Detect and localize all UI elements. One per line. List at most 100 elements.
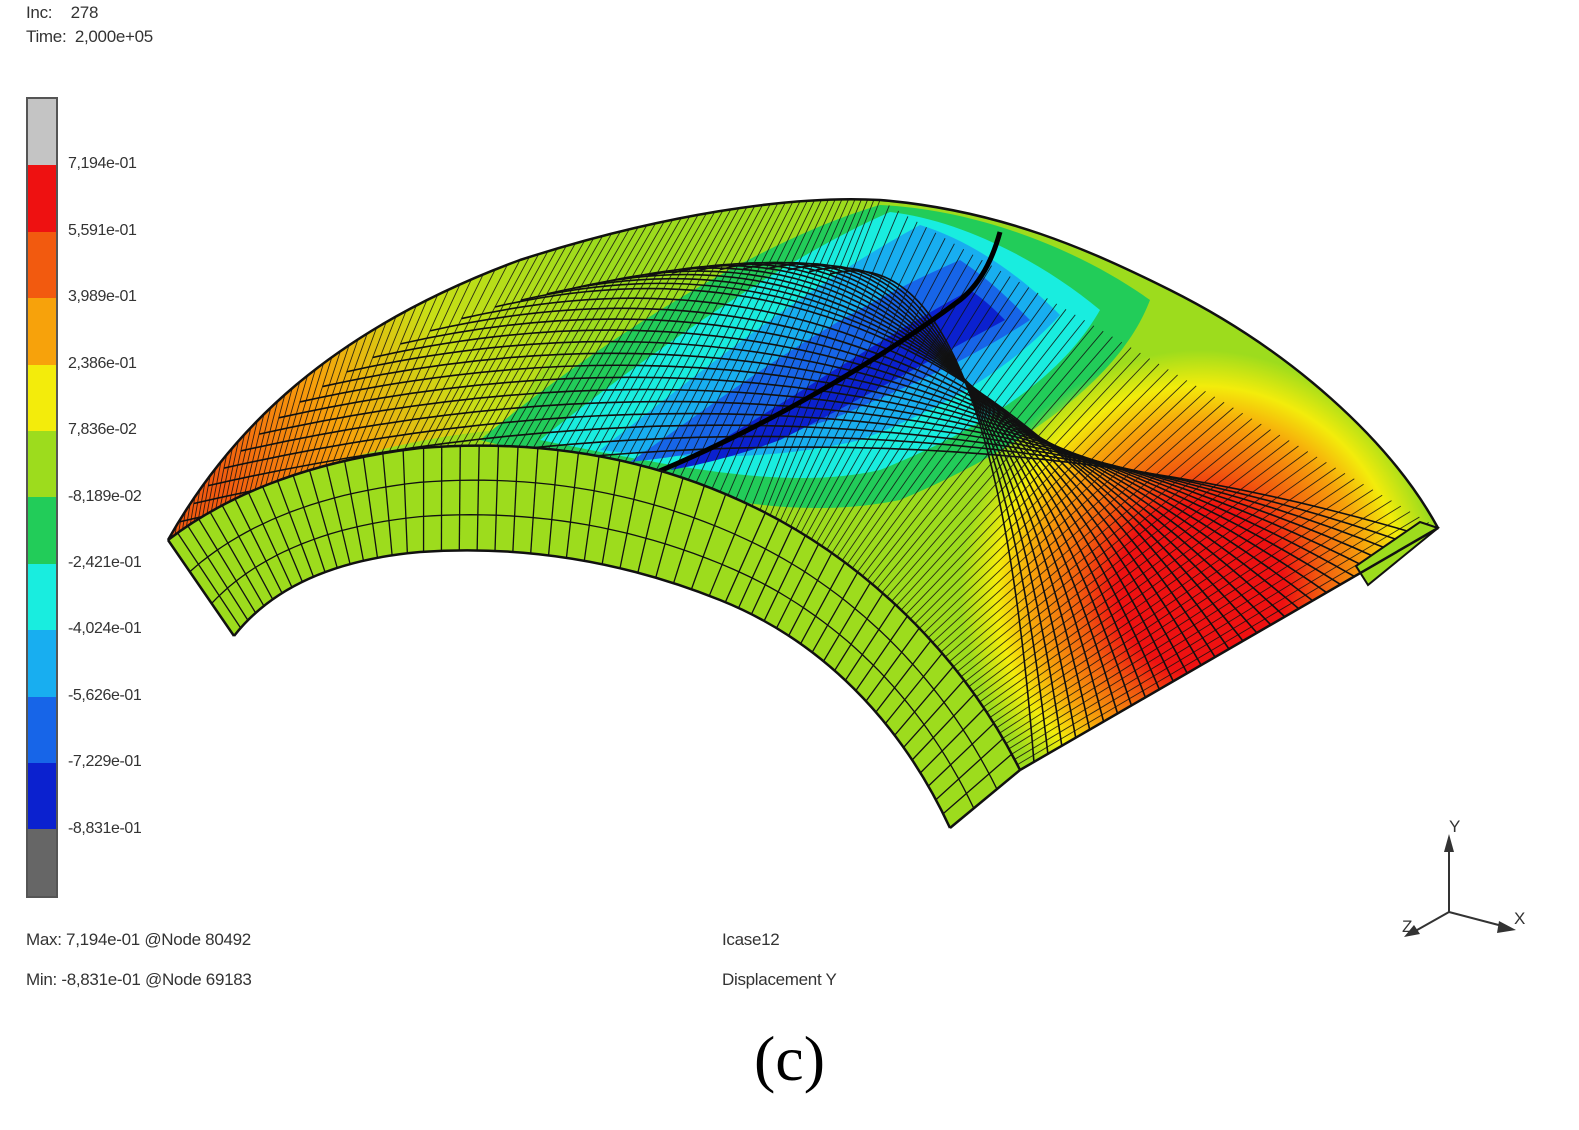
mesh-circumferential-line [503, 229, 630, 447]
mesh-circumferential-line [563, 214, 699, 452]
mesh-front-radial-line [601, 460, 621, 565]
mesh-circumferential-line [820, 276, 1011, 571]
mesh-front-radial-line [565, 452, 580, 558]
mesh-circumferential-line [338, 316, 397, 463]
mesh-front-radial-line [935, 738, 1004, 801]
mesh-circumferential-line [510, 227, 639, 447]
legend-swatch [28, 630, 56, 697]
mesh-circumferential-line [185, 503, 191, 527]
mesh-front-radial-line [919, 708, 985, 774]
legend-swatch [28, 763, 56, 830]
mesh-circumferential-line [518, 225, 648, 447]
mesh-front-radial-line [855, 615, 908, 691]
color-legend-bar [26, 97, 58, 898]
mesh-front-radial-line [927, 722, 995, 787]
legend-swatch [28, 231, 56, 299]
legend-tick-label: 7,836e-02 [68, 421, 137, 439]
mesh-circumferential-line [998, 500, 1392, 749]
mesh-circumferential-line [433, 253, 539, 448]
mesh-front-radial-line [402, 450, 408, 554]
mesh-front-radial-line [234, 498, 283, 594]
figure-caption: (c) [753, 1023, 826, 1094]
mesh-circumferential-line [915, 396, 1216, 667]
mesh-circumferential-line [426, 256, 530, 448]
mesh-circumferential-line [789, 238, 946, 541]
mesh-longitudinal-line [278, 376, 1341, 586]
mesh-circumferential-line [254, 400, 279, 490]
mesh-circumferential-line [751, 199, 875, 507]
time-label-text: Time: [26, 27, 67, 46]
mesh-circumferential-line [325, 327, 378, 466]
mesh-circumferential-line [540, 219, 674, 449]
mesh-circumferential-line [828, 287, 1030, 580]
mesh-circumferential-line [525, 223, 656, 448]
mesh-circumferential-line [585, 210, 724, 455]
mesh-circumferential-line [282, 369, 316, 480]
mesh-circumferential-line [481, 235, 603, 446]
mesh-front-radial-line [262, 486, 304, 583]
mesh-circumferential-line [679, 200, 815, 478]
mesh-front-radial-line [942, 753, 1013, 815]
mesh-circumferential-line [946, 434, 1281, 697]
mesh-longitudinal-line [622, 267, 1161, 690]
mesh-circumferential-line [547, 217, 682, 450]
mesh-front-radial-line [308, 469, 338, 569]
mesh-circumferential-line [215, 454, 228, 509]
mesh-front-radial-line [292, 475, 326, 573]
load-case-label: Icase12 [722, 930, 780, 949]
mesh-circumferential-line [474, 238, 594, 446]
mesh-front-radial-line [775, 543, 820, 629]
mesh-circumferential-line [863, 330, 1104, 615]
mesh-circumferential-line [601, 207, 740, 458]
mesh-circumferential-line [763, 205, 890, 515]
triad-x-label: X [1514, 909, 1525, 928]
mesh-circumferential-line [743, 199, 869, 503]
mesh-circumferential-line [206, 468, 216, 514]
mesh-circumferential-line [609, 206, 748, 459]
mesh-circumferential-line [907, 385, 1197, 658]
mesh-front-radial-line [221, 505, 274, 600]
mesh-circumferential-line [640, 203, 779, 466]
mesh-circumferential-line [759, 199, 881, 511]
mesh-front-radial-line [903, 679, 965, 748]
mesh-circumferential-line [785, 232, 937, 537]
increment-label-text: Inc: [26, 3, 53, 22]
mesh-circumferential-line [1011, 516, 1420, 762]
increment-value: 278 [70, 3, 99, 22]
fe-model-view: Y X Z [166, 198, 1525, 937]
mesh-circumferential-line [703, 199, 836, 486]
mesh-circumferential-line [219, 447, 233, 507]
legend-swatch [28, 298, 56, 365]
mesh-front-radial-line [583, 456, 600, 561]
time-value: 2,000e+05 [74, 27, 153, 46]
mesh-circumferential-line [695, 199, 829, 483]
mesh-circumferential-line [294, 356, 333, 476]
mesh-circumferential-line [239, 420, 258, 497]
legend-swatch [28, 696, 56, 764]
mesh-front-radial-line [494, 445, 500, 551]
mesh-front-radial-line [894, 666, 954, 736]
legend-tick-label: -8,831e-01 [68, 819, 142, 837]
mesh-circumferential-line [306, 345, 350, 472]
mesh-longitudinal-line [597, 270, 1174, 682]
min-info: Min: -8,831e-01 @Node 69183 [26, 970, 252, 989]
mesh-circumferential-line [928, 412, 1243, 680]
mesh-circumferential-line [229, 433, 246, 502]
mesh-circumferential-line [941, 429, 1271, 693]
mesh-circumferential-line [850, 314, 1076, 602]
mesh-circumferential-line [318, 333, 368, 468]
mesh-circumferential-line [244, 413, 265, 495]
mesh-front-radial-line [672, 485, 705, 584]
mesh-circumferential-line [802, 254, 974, 554]
mesh-circumferential-line [807, 259, 983, 558]
mesh-circumferential-line [972, 467, 1336, 723]
mesh-front-radial-line [737, 519, 780, 609]
mesh-circumferential-line [794, 243, 955, 545]
mesh-circumferential-line [837, 298, 1048, 589]
mesh-circumferential-line [403, 269, 496, 451]
mesh-circumferential-line [798, 248, 965, 550]
mesh-circumferential-line [985, 483, 1364, 736]
mesh-circumferential-line [312, 339, 359, 470]
mesh-circumferential-line [532, 221, 665, 448]
mesh-front-radial-line [750, 527, 793, 615]
